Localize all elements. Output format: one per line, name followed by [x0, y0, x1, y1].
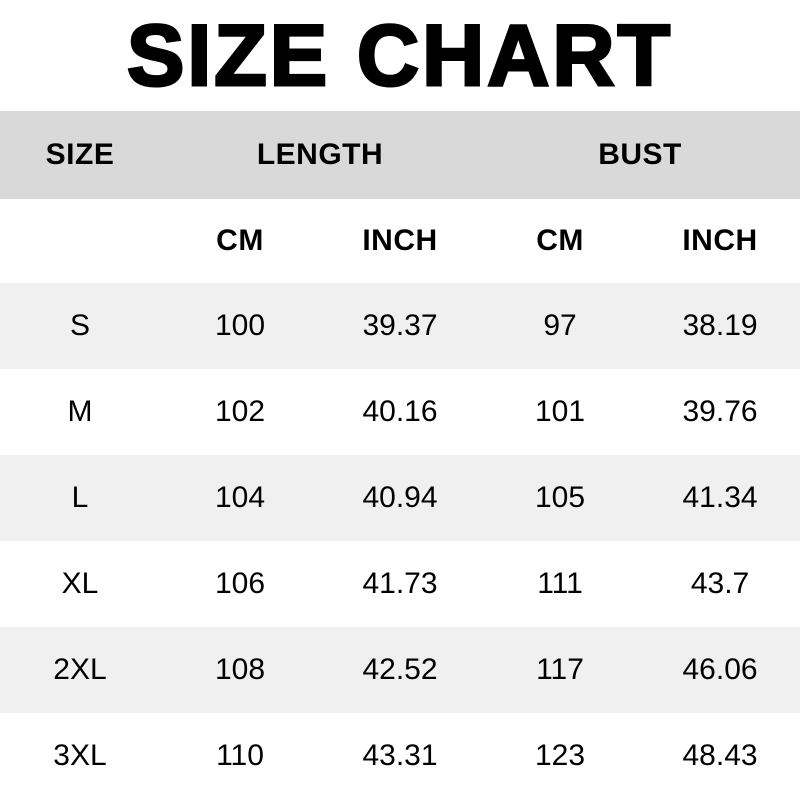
size-cell: S	[69, 309, 90, 342]
bust-inch-cell: 39.76	[682, 395, 758, 428]
group-header-bust: BUST	[598, 138, 682, 171]
size-cell: 3XL	[53, 739, 107, 772]
bust-cm-cell: 123	[534, 739, 586, 772]
unit-header-row: CM INCH CM INCH	[0, 199, 800, 283]
length-cm-cell: 108	[214, 653, 266, 686]
size-chart-table: SIZE LENGTH BUST CM INCH CM INCH S 100 3…	[0, 111, 800, 799]
size-cell: XL	[61, 567, 99, 600]
table-row-s: S 100 39.37 97 38.19	[0, 283, 800, 369]
group-header-length: LENGTH	[256, 138, 384, 171]
bust-inch-cell: 48.43	[682, 739, 758, 772]
bust-inch-cell: 41.34	[682, 481, 758, 514]
bust-cm-cell: 111	[537, 567, 583, 600]
length-cm-cell: 104	[214, 481, 266, 514]
bust-cm-cell: 117	[536, 653, 584, 686]
bust-inch-cell: 46.06	[682, 653, 758, 686]
table-row-xl: XL 106 41.73 111 43.7	[0, 541, 800, 627]
table-row-m: M 102 40.16 101 39.76	[0, 369, 800, 455]
length-cm-cell: 100	[214, 309, 266, 342]
size-cell: 2XL	[53, 653, 107, 686]
length-inch-cell: 40.94	[362, 481, 438, 514]
table-row-3xl: 3XL 110 43.31 123 48.43	[0, 713, 800, 799]
bust-cm-cell: 101	[534, 395, 586, 428]
unit-header-length-inch: INCH	[362, 224, 438, 257]
bust-inch-cell: 43.7	[690, 567, 750, 600]
size-cell: M	[67, 395, 93, 428]
unit-header-bust-inch: INCH	[682, 224, 758, 257]
length-inch-cell: 43.31	[362, 739, 438, 772]
length-inch-cell: 42.52	[362, 653, 438, 686]
length-inch-cell: 41.73	[362, 567, 438, 600]
page-title: SIZE CHART	[126, 7, 673, 104]
length-inch-cell: 39.37	[362, 309, 438, 342]
bust-inch-cell: 38.19	[682, 309, 758, 342]
length-cm-cell: 102	[214, 395, 266, 428]
unit-header-bust-cm: CM	[536, 224, 584, 257]
length-cm-cell: 106	[214, 567, 266, 600]
bust-cm-cell: 105	[534, 481, 586, 514]
bust-cm-cell: 97	[543, 309, 577, 342]
group-header-size: SIZE	[45, 138, 115, 171]
title-bar: SIZE CHART	[0, 0, 800, 111]
size-cell: L	[71, 481, 89, 514]
table-row-2xl: 2XL 108 42.52 117 46.06	[0, 627, 800, 713]
length-inch-cell: 40.16	[362, 395, 438, 428]
unit-header-length-cm: CM	[216, 224, 264, 257]
length-cm-cell: 110	[216, 739, 264, 772]
group-header-row: SIZE LENGTH BUST	[0, 111, 800, 199]
unit-header-spacer	[0, 199, 160, 283]
table-row-l: L 104 40.94 105 41.34	[0, 455, 800, 541]
